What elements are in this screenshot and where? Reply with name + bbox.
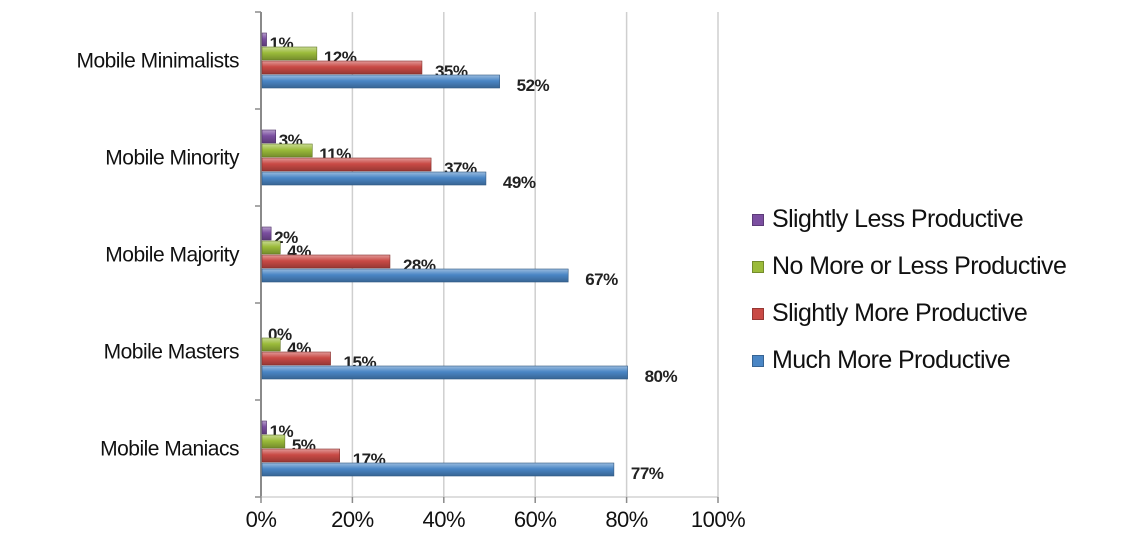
legend-swatch xyxy=(752,354,764,367)
data-label: 49% xyxy=(503,173,536,192)
bar-0-2 xyxy=(261,226,272,241)
bar-2-2 xyxy=(261,254,391,269)
bar-2-4 xyxy=(261,448,340,463)
bar-2-1 xyxy=(261,157,432,172)
bar-2-0 xyxy=(261,60,423,75)
bar-1-1 xyxy=(261,143,313,158)
legend-item: Much More Productive xyxy=(752,337,1066,384)
legend-swatch xyxy=(752,307,764,320)
bar-0-1 xyxy=(261,129,277,144)
bar-3-0 xyxy=(261,74,500,89)
x-tick-label: 60% xyxy=(514,507,557,532)
bar-1-4 xyxy=(261,434,286,449)
bar-1-3 xyxy=(261,337,281,352)
category-label: Mobile Masters xyxy=(104,341,239,364)
legend-swatch xyxy=(752,213,764,226)
bar-3-1 xyxy=(261,171,487,186)
bar-1-2 xyxy=(261,240,281,255)
data-label: 52% xyxy=(517,76,550,95)
category-label: Mobile Majority xyxy=(105,244,240,267)
data-label: 80% xyxy=(645,367,678,386)
category-label: Mobile Minimalists xyxy=(76,50,239,73)
legend-label: Much More Productive xyxy=(772,346,1011,374)
bar-3-3 xyxy=(261,365,628,380)
legend-swatch xyxy=(752,260,764,273)
bar-3-4 xyxy=(261,462,615,477)
legend-label: No More or Less Productive xyxy=(772,252,1067,280)
x-tick-label: 0% xyxy=(246,507,277,532)
bar-1-0 xyxy=(261,46,318,61)
x-tick-label: 80% xyxy=(605,507,648,532)
legend-label: Slightly Less Productive xyxy=(772,205,1024,233)
category-label: Mobile Maniacs xyxy=(100,438,239,461)
legend: Slightly Less Productive No More or Less … xyxy=(752,196,1067,384)
bar-3-2 xyxy=(261,268,569,283)
bar-0-4 xyxy=(261,420,267,435)
legend-item: Slightly Less Productive xyxy=(752,196,1066,243)
x-tick-label: 20% xyxy=(331,507,374,532)
x-tick-label: 40% xyxy=(423,507,466,532)
x-tick-label: 100% xyxy=(691,507,745,532)
legend-label: Slightly More Productive xyxy=(772,299,1028,327)
category-label: Mobile Minority xyxy=(105,147,240,170)
bar-0-0 xyxy=(261,32,267,47)
data-label: 77% xyxy=(631,464,664,483)
data-label: 67% xyxy=(585,270,618,289)
bar-2-3 xyxy=(261,351,331,366)
legend-item: No More or Less Productive xyxy=(752,243,1067,290)
legend-item: Slightly More Productive xyxy=(752,290,1066,337)
